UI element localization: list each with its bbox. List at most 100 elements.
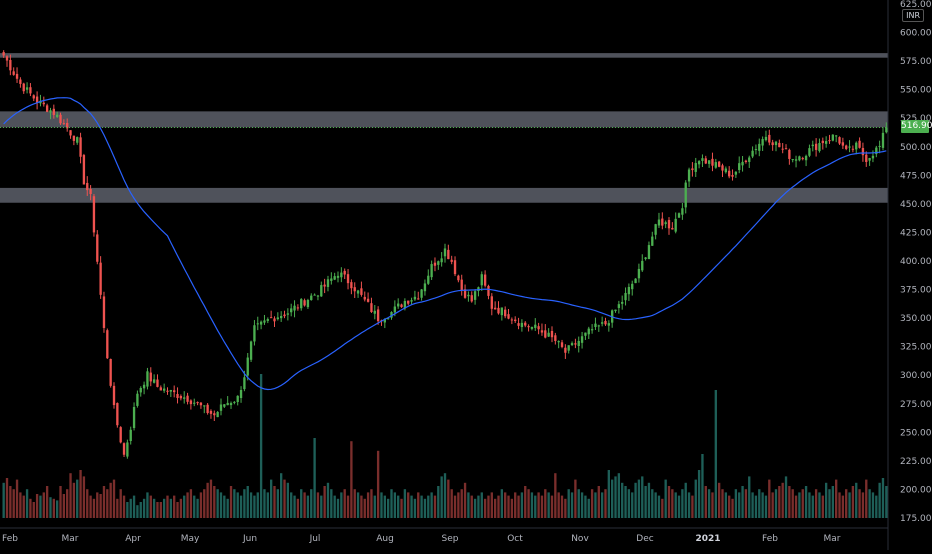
candle-body[interactable]	[507, 314, 510, 319]
candle-body[interactable]	[447, 249, 450, 260]
candle-body[interactable]	[504, 309, 507, 317]
candle-body[interactable]	[203, 405, 206, 407]
candle-body[interactable]	[12, 71, 15, 75]
candle-body[interactable]	[524, 322, 527, 326]
candle-body[interactable]	[393, 306, 397, 313]
candle-body[interactable]	[821, 140, 824, 144]
candle-body[interactable]	[791, 159, 794, 161]
candle-body[interactable]	[233, 401, 236, 403]
candle-body[interactable]	[711, 158, 714, 166]
candle-body[interactable]	[132, 406, 136, 429]
candle-body[interactable]	[390, 312, 393, 318]
candle-body[interactable]	[557, 341, 560, 343]
candle-body[interactable]	[804, 155, 808, 161]
candle-body[interactable]	[283, 314, 286, 317]
candle-body[interactable]	[189, 400, 193, 405]
candle-body[interactable]	[517, 323, 520, 326]
candle-body[interactable]	[570, 343, 574, 346]
candle-body[interactable]	[397, 303, 400, 307]
candle-body[interactable]	[861, 147, 865, 156]
candle-body[interactable]	[838, 137, 841, 144]
candle-body[interactable]	[748, 157, 751, 162]
candle-body[interactable]	[831, 134, 835, 141]
candle-body[interactable]	[62, 123, 66, 125]
candle-body[interactable]	[300, 299, 303, 309]
candle-body[interactable]	[707, 160, 711, 164]
candle-body[interactable]	[407, 300, 410, 304]
candle-body[interactable]	[59, 114, 62, 124]
candle-body[interactable]	[9, 60, 12, 71]
candle-body[interactable]	[360, 288, 363, 295]
candle-body[interactable]	[865, 154, 868, 162]
candle-body[interactable]	[490, 296, 493, 309]
candle-body[interactable]	[19, 79, 22, 84]
candle-body[interactable]	[173, 390, 176, 393]
candle-body[interactable]	[681, 208, 684, 215]
candle-body[interactable]	[845, 145, 848, 149]
candle-body[interactable]	[109, 358, 112, 386]
candle-body[interactable]	[697, 161, 701, 165]
candle-body[interactable]	[721, 165, 724, 171]
candle-body[interactable]	[413, 296, 417, 300]
candle-body[interactable]	[848, 146, 851, 148]
candle-body[interactable]	[306, 299, 310, 308]
candle-body[interactable]	[641, 260, 644, 271]
candle-body[interactable]	[754, 149, 758, 151]
candle-body[interactable]	[276, 317, 280, 320]
candle-body[interactable]	[530, 326, 534, 329]
candle-body[interactable]	[527, 326, 530, 328]
candle-body[interactable]	[590, 329, 594, 331]
candle-body[interactable]	[223, 404, 226, 407]
candle-body[interactable]	[333, 276, 336, 280]
candle-body[interactable]	[627, 286, 631, 295]
candle-body[interactable]	[326, 279, 330, 287]
candle-body[interactable]	[417, 298, 420, 300]
candle-body[interactable]	[771, 142, 774, 146]
candle-body[interactable]	[554, 335, 557, 341]
candle-body[interactable]	[741, 161, 744, 166]
candle-body[interactable]	[661, 218, 664, 226]
candle-body[interactable]	[370, 303, 373, 313]
candle-body[interactable]	[430, 264, 433, 278]
price-band[interactable]	[0, 187, 888, 203]
candle-body[interactable]	[704, 158, 707, 164]
candle-body[interactable]	[671, 227, 674, 230]
candle-body[interactable]	[49, 110, 52, 113]
candle-body[interactable]	[841, 142, 845, 146]
candle-body[interactable]	[604, 320, 607, 325]
candle-body[interactable]	[206, 404, 209, 413]
candle-body[interactable]	[159, 387, 162, 391]
candle-body[interactable]	[216, 411, 219, 418]
candle-body[interactable]	[129, 429, 132, 442]
candle-body[interactable]	[764, 136, 768, 141]
candle-body[interactable]	[193, 402, 196, 404]
candle-body[interactable]	[637, 268, 641, 279]
candle-body[interactable]	[881, 132, 885, 148]
candle-body[interactable]	[768, 134, 771, 143]
candle-body[interactable]	[584, 332, 587, 336]
candle-body[interactable]	[544, 330, 547, 338]
candle-body[interactable]	[751, 150, 754, 157]
candle-body[interactable]	[102, 296, 106, 328]
candle-body[interactable]	[293, 305, 296, 311]
candle-body[interactable]	[621, 301, 624, 304]
candle-body[interactable]	[664, 222, 667, 225]
candle-body[interactable]	[146, 371, 149, 387]
candle-body[interactable]	[136, 393, 139, 406]
candle-body[interactable]	[818, 143, 821, 152]
candle-body[interactable]	[567, 345, 570, 351]
candle-body[interactable]	[875, 147, 878, 155]
candle-body[interactable]	[784, 148, 788, 150]
candle-body[interactable]	[209, 410, 213, 414]
candle-body[interactable]	[885, 127, 888, 133]
candle-body[interactable]	[25, 87, 29, 90]
candle-body[interactable]	[520, 322, 524, 328]
candle-body[interactable]	[564, 347, 567, 353]
candle-body[interactable]	[280, 315, 283, 319]
candle-body[interactable]	[470, 295, 473, 302]
price-band[interactable]	[0, 53, 888, 58]
candle-body[interactable]	[353, 287, 356, 292]
candle-body[interactable]	[179, 395, 183, 399]
candle-body[interactable]	[534, 324, 537, 328]
